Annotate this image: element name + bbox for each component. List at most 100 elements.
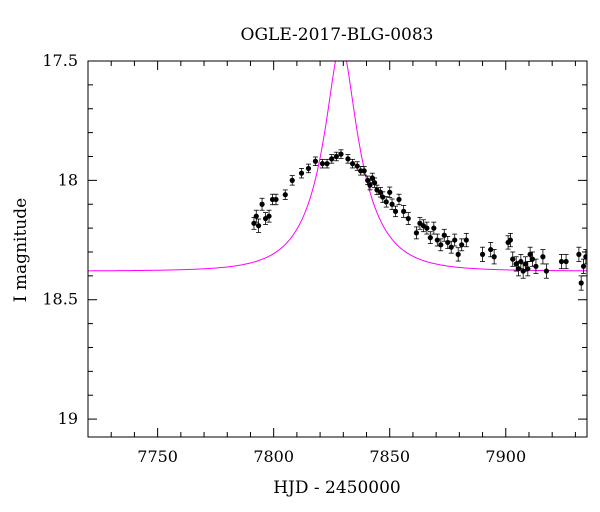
point-marker [298,170,305,176]
point-marker [266,213,272,219]
point-marker [354,163,360,169]
data-point [266,209,272,223]
data-point [459,238,465,252]
data-point [298,168,305,179]
data-point [527,246,533,262]
point-marker [259,201,265,207]
data-point [438,238,444,252]
data-point [273,193,279,206]
point-marker [372,180,378,186]
data-point [255,218,262,233]
data-point [491,249,497,265]
data-point [345,154,351,164]
data-point [329,154,335,164]
point-marker [455,251,461,257]
point-marker [338,151,344,157]
point-marker [513,261,519,267]
data-point [324,158,330,169]
data-point [405,212,411,225]
y-tick-label: 19 [58,409,78,428]
data-point [455,247,461,262]
point-marker [380,194,386,200]
data-point [349,158,356,169]
data-point [563,253,569,270]
point-marker [525,266,531,272]
point-marker [479,251,486,257]
data-point [507,232,514,248]
y-axis-label: I magnitude [11,198,31,302]
point-marker [427,235,433,241]
data-point [463,232,469,248]
point-marker [491,254,497,260]
point-marker [558,258,565,265]
data-point [518,253,524,270]
point-marker [424,225,430,231]
x-axis-label: HJD - 2450000 [273,478,401,498]
data-point [413,226,420,240]
data-point [576,246,582,262]
point-marker [405,215,411,222]
data-point [401,205,407,218]
data-point [543,263,549,279]
tick-labels-layer: 7750 7800 7850 7900 17.5 18 18.5 19 [42,51,526,466]
point-marker [540,254,546,260]
data-point [338,149,344,159]
data-point [529,251,536,267]
point-marker [543,268,549,274]
data-point [259,197,265,211]
point-marker [441,232,447,238]
data-point [319,158,326,169]
point-marker [253,213,259,219]
point-marker [289,177,295,183]
point-marker [529,256,536,262]
data-point [441,228,447,242]
data-point [282,189,288,200]
point-marker [401,208,407,214]
point-marker [345,156,351,162]
point-marker [452,237,458,243]
data-point [580,258,587,274]
point-marker [576,251,582,257]
data-point [374,184,380,196]
point-marker [507,237,514,243]
data-point [479,246,486,262]
point-marker [312,158,319,164]
x-tick-label: 7750 [137,447,178,466]
model-curve [88,61,587,272]
data-point [558,253,565,270]
point-marker [319,161,326,167]
point-marker [533,263,539,269]
point-marker [413,230,420,236]
point-marker [527,251,533,257]
data-point [333,151,339,162]
point-marker [305,165,312,172]
point-marker [583,254,587,260]
x-tick-label: 7800 [253,447,294,466]
data-point [361,166,367,176]
point-marker [510,256,516,262]
point-marker [438,242,444,248]
data-point [540,249,546,265]
point-marker [518,258,524,265]
point-marker [448,244,454,250]
data-point [431,221,437,235]
point-marker [563,258,569,265]
data-point [354,161,360,171]
data-point [380,191,386,203]
point-marker [431,225,437,231]
point-marker [396,196,402,203]
point-marker [282,192,288,198]
data-point [305,163,312,174]
point-marker [383,199,389,205]
data-point [289,175,295,186]
point-marker [459,242,465,248]
point-marker [389,201,395,207]
data-point [396,193,402,206]
point-marker [361,168,367,174]
data-point [389,198,395,210]
point-marker [434,237,440,243]
x-tick-label: 7850 [369,447,410,466]
data-point [392,205,399,218]
point-marker [255,223,262,229]
data-point [387,186,393,198]
